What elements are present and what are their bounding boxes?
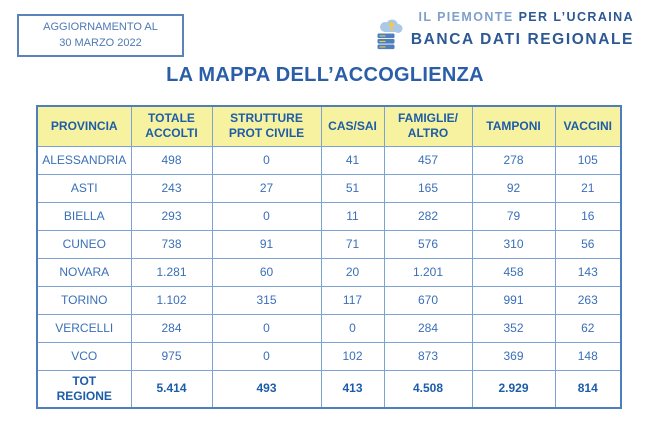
- province-cell: CUNEO: [36, 229, 132, 259]
- table-row: VCO 975 0 102 873 369 148: [36, 341, 622, 371]
- table-cell: 91: [211, 229, 322, 259]
- province-cell: ALESSANDRIA: [36, 145, 132, 175]
- table-cell-total: 2.929: [471, 369, 556, 409]
- province-cell: BIELLA: [36, 201, 132, 231]
- table-cell-total: 413: [320, 369, 385, 409]
- table-cell: 60: [211, 257, 322, 287]
- table-cell: 315: [211, 285, 322, 315]
- logo-tagline: IL PIEMONTE PER L’UCRAINA: [375, 10, 634, 24]
- table-cell: 41: [320, 145, 385, 175]
- table-cell: 102: [320, 341, 385, 371]
- table-cell: 165: [383, 173, 473, 203]
- table-cell: 16: [554, 201, 622, 231]
- province-cell-total: TOT REGIONE: [36, 369, 132, 409]
- page-title: LA MAPPA DELL’ACCOGLIENZA: [166, 64, 484, 86]
- update-date-line1: AGGIORNAMENTO AL: [43, 20, 158, 33]
- table-cell: 284: [130, 313, 213, 343]
- table-cell: 369: [471, 341, 556, 371]
- table-cell: 0: [211, 145, 322, 175]
- table-cell: 458: [471, 257, 556, 287]
- column-header-provincia: PROVINCIA: [36, 105, 132, 147]
- logo-tagline-bold: PER L’UCRAINA: [518, 10, 634, 24]
- table-cell: 0: [211, 313, 322, 343]
- update-date-line2: 30 MARZO 2022: [59, 36, 142, 49]
- province-cell: ASTI: [36, 173, 132, 203]
- table-cell: 498: [130, 145, 213, 175]
- table-cell: 282: [383, 201, 473, 231]
- table-cell: 117: [320, 285, 385, 315]
- table-cell: 92: [471, 173, 556, 203]
- province-cell: VCO: [36, 341, 132, 371]
- table-cell: 975: [130, 341, 213, 371]
- table-cell: 1.201: [383, 257, 473, 287]
- table-cell: 27: [211, 173, 322, 203]
- cloud-upload-server-icon: [375, 18, 404, 55]
- table-cell: 62: [554, 313, 622, 343]
- table-cell: 143: [554, 257, 622, 287]
- logo-title: BANCA DATI REGIONALE: [410, 31, 634, 48]
- table-row: NOVARA 1.281 60 20 1.201 458 143: [36, 257, 622, 287]
- table-cell: 873: [383, 341, 473, 371]
- table-cell-total: 814: [554, 369, 622, 409]
- table-cell: 79: [471, 201, 556, 231]
- table-row: BIELLA 293 0 11 282 79 16: [36, 201, 622, 231]
- table-cell: 352: [471, 313, 556, 343]
- table-cell: 576: [383, 229, 473, 259]
- table-row-total: TOT REGIONE 5.414 493 413 4.508 2.929 81…: [36, 369, 622, 409]
- table-row: ASTI 243 27 51 165 92 21: [36, 173, 622, 203]
- update-date-box: AGGIORNAMENTO AL 30 MARZO 2022: [17, 14, 184, 57]
- table-row: TORINO 1.102 315 117 670 991 263: [36, 285, 622, 315]
- table-cell: 1.102: [130, 285, 213, 315]
- table-row: ALESSANDRIA 498 0 41 457 278 105: [36, 145, 622, 175]
- table-cell: 738: [130, 229, 213, 259]
- province-cell: NOVARA: [36, 257, 132, 287]
- column-header-vaccini: VACCINI: [554, 105, 622, 147]
- column-header-famiglie-altro: FAMIGLIE/ ALTRO: [383, 105, 473, 147]
- table-row: CUNEO 738 91 71 576 310 56: [36, 229, 622, 259]
- table-cell: 0: [320, 313, 385, 343]
- table-cell: 11: [320, 201, 385, 231]
- table-cell: 1.281: [130, 257, 213, 287]
- table-cell: 243: [130, 173, 213, 203]
- table-cell: 310: [471, 229, 556, 259]
- table-cell: 670: [383, 285, 473, 315]
- logo-main-line: BANCA DATI REGIONALE: [375, 19, 634, 55]
- province-cell: TORINO: [36, 285, 132, 315]
- column-header-tamponi: TAMPONI: [471, 105, 556, 147]
- table-row: VERCELLI 284 0 0 284 352 62: [36, 313, 622, 343]
- table-cell: 56: [554, 229, 622, 259]
- table-cell: 148: [554, 341, 622, 371]
- table-cell: 278: [471, 145, 556, 175]
- table-cell: 0: [211, 341, 322, 371]
- table-cell: 0: [211, 201, 322, 231]
- table-cell: 71: [320, 229, 385, 259]
- table-header-row: PROVINCIA TOTALE ACCOLTI STRUTTURE PROT …: [36, 105, 622, 147]
- province-cell: VERCELLI: [36, 313, 132, 343]
- table-cell: 284: [383, 313, 473, 343]
- column-header-cas-sai: CAS/SAI: [320, 105, 385, 147]
- column-header-strutture-prot-civile: STRUTTURE PROT CIVILE: [211, 105, 322, 147]
- table-cell-total: 5.414: [130, 369, 213, 409]
- table-cell-total: 493: [211, 369, 322, 409]
- table-cell: 51: [320, 173, 385, 203]
- piemonte-ucraina-logo: IL PIEMONTE PER L’UCRAINA: [375, 10, 634, 55]
- table-cell-total: 4.508: [383, 369, 473, 409]
- table-cell: 991: [471, 285, 556, 315]
- table-cell: 21: [554, 173, 622, 203]
- logo-tagline-light: IL PIEMONTE: [418, 10, 514, 24]
- accoglienza-table: PROVINCIA TOTALE ACCOLTI STRUTTURE PROT …: [36, 105, 622, 409]
- table-cell: 263: [554, 285, 622, 315]
- table-cell: 105: [554, 145, 622, 175]
- table-cell: 293: [130, 201, 213, 231]
- table-cell: 20: [320, 257, 385, 287]
- column-header-totale-accolti: TOTALE ACCOLTI: [130, 105, 213, 147]
- table-cell: 457: [383, 145, 473, 175]
